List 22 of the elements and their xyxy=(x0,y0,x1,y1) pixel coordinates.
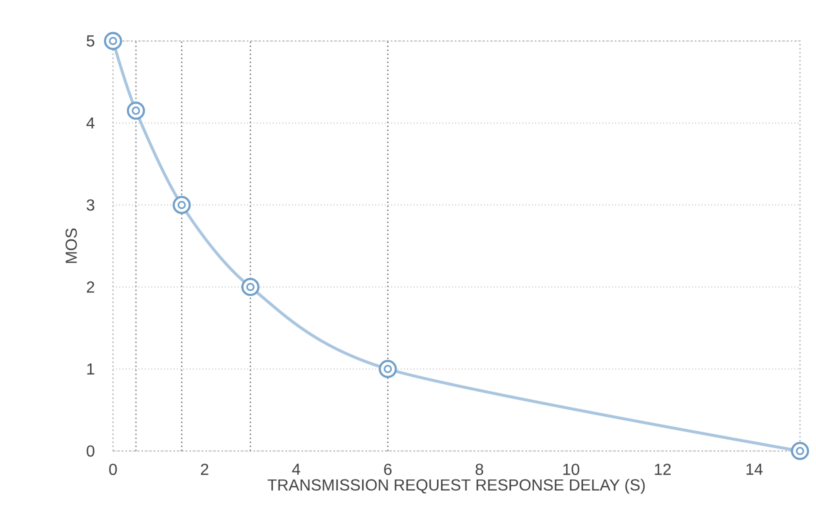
point xyxy=(104,32,122,50)
y-tick-label: 2 xyxy=(86,281,94,293)
x-axis-title: TRANSMISSION REQUEST RESPONSE DELAY (S) xyxy=(268,478,645,494)
x-tick-label: 12 xyxy=(654,464,671,475)
y-axis-title: MOS xyxy=(66,228,77,263)
x-tick-label: 8 xyxy=(476,464,484,476)
y-tick-label: 5 xyxy=(86,35,94,47)
x-tick-label: 10 xyxy=(563,464,580,476)
y-tick-label: 4 xyxy=(86,118,94,128)
point xyxy=(126,102,145,120)
x-tick-label: 2 xyxy=(200,464,208,475)
y-tick-label: 0 xyxy=(86,445,94,457)
point xyxy=(172,196,191,214)
point xyxy=(790,442,810,460)
x-tick-label: 4 xyxy=(292,464,300,475)
y-tick-label: 3 xyxy=(86,199,94,211)
x-tick-label: 6 xyxy=(384,464,392,476)
x-tick-label: 14 xyxy=(746,464,763,475)
y-tick-label: 1 xyxy=(87,363,94,374)
point xyxy=(378,360,397,378)
x-tick-label: 0 xyxy=(109,464,117,476)
point xyxy=(241,278,260,296)
